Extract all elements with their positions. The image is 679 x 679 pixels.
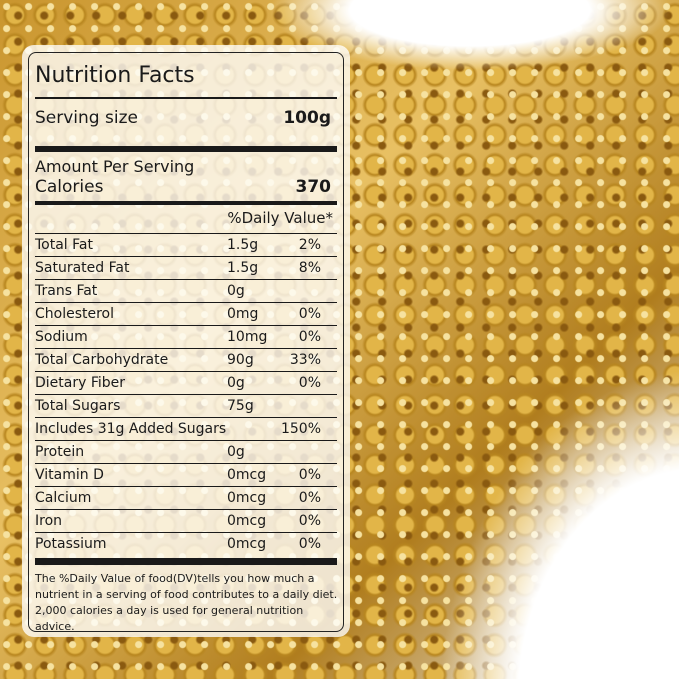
nutrient-row: Sodium 10mg 0% (35, 326, 337, 349)
nutrient-name: Trans Fat (35, 283, 98, 299)
nutrient-row: Cholesterol 0mg 0% (35, 303, 337, 326)
thick-divider (35, 146, 337, 152)
row-divider (35, 348, 337, 349)
bottom-thick-divider (35, 558, 337, 565)
nutrient-amount: 0g (227, 283, 245, 299)
nutrient-amount: 1.5g (227, 237, 259, 253)
nutrient-name: Total Carbohydrate (35, 352, 169, 368)
nutrient-amount: 0mcg (227, 490, 267, 506)
serving-size-row: Serving size 100g (35, 107, 337, 130)
row-divider (35, 463, 337, 464)
calories-label: Calories (35, 177, 104, 197)
nutrient-row: Saturated Fat 1.5g 8% (35, 257, 337, 280)
nutrient-daily-value: 2% (298, 237, 321, 253)
nutrition-title: Nutrition Facts (35, 63, 195, 88)
nutrient-name: Calcium (35, 490, 92, 506)
nutrient-row: Total Sugars 75g (35, 395, 337, 418)
nutrient-amount: 90g (227, 352, 254, 368)
daily-value-header: %Daily Value* (227, 209, 333, 227)
serving-value: 100g (283, 108, 331, 128)
nutrient-name: Total Sugars (35, 398, 121, 414)
nutrient-daily-value: 0% (298, 329, 321, 345)
nutrient-daily-value: 0% (298, 513, 321, 529)
nutrient-row: Total Carbohydrate 90g 33% (35, 349, 337, 372)
nutrient-amount: 0mcg (227, 467, 267, 483)
nutrient-row: Iron 0mcg 0% (35, 510, 337, 533)
nutrient-name: Vitamin D (35, 467, 104, 483)
row-divider (35, 325, 337, 326)
nutrient-row: Trans Fat 0g (35, 280, 337, 303)
nutrient-amount: 0mcg (227, 536, 267, 552)
row-divider (35, 279, 337, 280)
nutrient-row: Dietary Fiber 0g 0% (35, 372, 337, 395)
label-card (22, 45, 350, 637)
nutrition-facts-panel: Nutrition Facts Serving size 100g Amount… (28, 52, 344, 633)
nutrient-daily-value: 0% (298, 536, 321, 552)
nutrient-name: Sodium (35, 329, 88, 345)
row-divider (35, 509, 337, 510)
row-divider (35, 486, 337, 487)
amount-per-serving: Amount Per Serving (35, 157, 195, 176)
nutrient-amount: 75g (227, 398, 254, 414)
medium-divider (35, 201, 337, 205)
row-divider (35, 440, 337, 441)
nutrient-name: Protein (35, 444, 85, 460)
nutrient-daily-value: 33% (289, 352, 321, 368)
nutrient-row: Potassium 0mcg 0% (35, 533, 337, 556)
nutrient-name: Total Fat (35, 237, 93, 253)
nutrient-row: Vitamin D 0mcg 0% (35, 464, 337, 487)
nutrient-name: Cholesterol (35, 306, 115, 322)
row-divider (35, 417, 337, 418)
nutrient-amount: 0g (227, 444, 245, 460)
nutrient-row: Total Fat 1.5g 2% (35, 234, 337, 257)
divider (35, 97, 337, 99)
nutrient-amount: 1.5g (227, 260, 259, 276)
nutrient-row: Calcium 0mcg 0% (35, 487, 337, 510)
row-divider (35, 532, 337, 533)
row-divider (35, 233, 337, 234)
row-divider (35, 256, 337, 257)
nutrient-daily-value: 0% (298, 490, 321, 506)
nutrient-name: Dietary Fiber (35, 375, 126, 391)
nutrient-name: Saturated Fat (35, 260, 130, 276)
nutrient-amount: 10mg (227, 329, 268, 345)
nutrient-name: Includes 31g Added Sugars (35, 421, 227, 437)
nutrient-daily-value: 150% (280, 421, 321, 437)
calories-value: 370 (295, 177, 332, 197)
nutrient-daily-value: 0% (298, 375, 321, 391)
serving-label: Serving size (35, 108, 138, 128)
row-divider (35, 371, 337, 372)
nutrient-amount: 0mcg (227, 513, 267, 529)
nutrient-amount: 0g (227, 375, 245, 391)
nutrient-row: Includes 31g Added Sugars 150% (35, 418, 337, 441)
nutrient-row: Protein 0g (35, 441, 337, 464)
footnote: The %Daily Value of food(DV)tells you ho… (35, 572, 338, 633)
nutrient-name: Potassium (35, 536, 107, 552)
nutrient-name: Iron (35, 513, 63, 529)
row-divider (35, 394, 337, 395)
nutrient-daily-value: 8% (298, 260, 321, 276)
nutrient-amount: 0mg (227, 306, 259, 322)
calories-row: Calories 370 (35, 176, 337, 199)
nutrient-daily-value: 0% (298, 306, 321, 322)
row-divider (35, 302, 337, 303)
nutrient-daily-value: 0% (298, 467, 321, 483)
